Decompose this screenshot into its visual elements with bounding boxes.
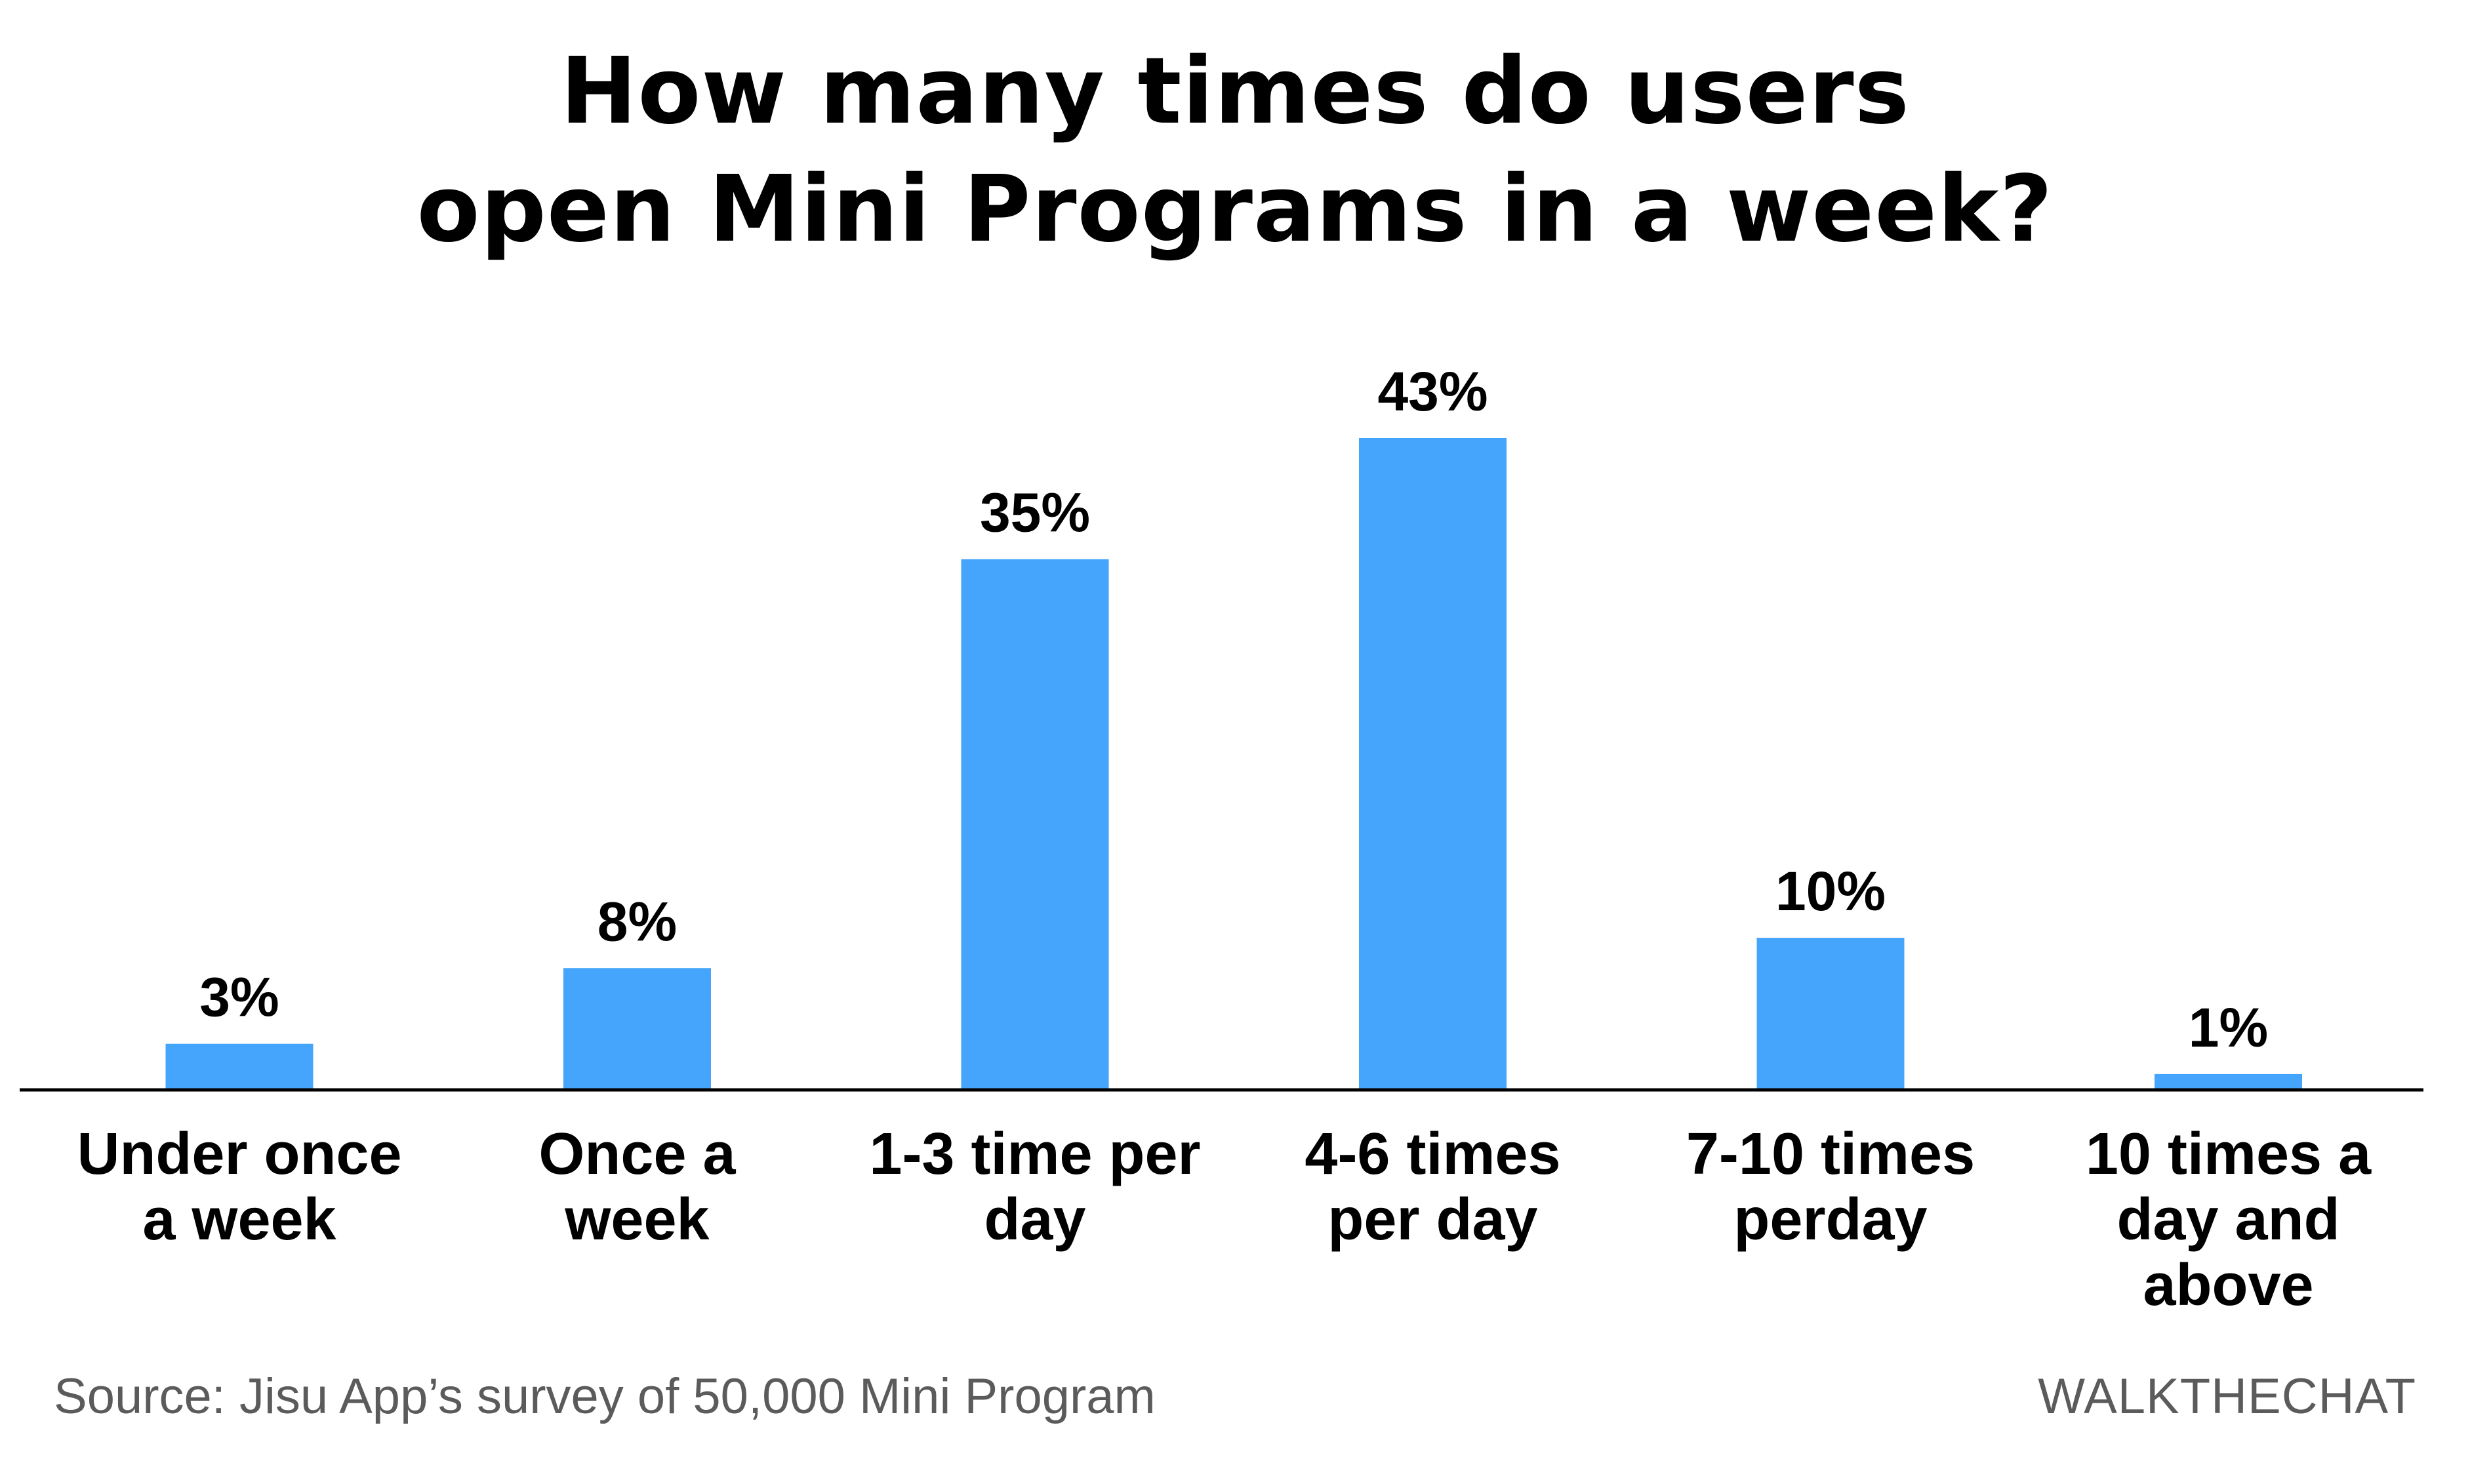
bar: [1756, 938, 1905, 1089]
category-label: 10 times a day and above: [2086, 1121, 2372, 1318]
data-label: 1%: [2189, 997, 2268, 1058]
chart-title-line-1: How many times do users: [560, 38, 1910, 145]
data-label: 8%: [597, 891, 677, 952]
category-label: 1-3 time per day: [869, 1121, 1200, 1253]
bar: [2155, 1073, 2302, 1089]
chart-title-line-2: open Mini Programs in a week?: [416, 156, 2054, 263]
category-label: Under once a week: [77, 1121, 401, 1253]
brand-logo: WALKTHECHAT: [2038, 1369, 2416, 1424]
data-label: 43%: [1377, 361, 1488, 422]
source-note: Source: Jisu App’s survey of 50,000 Mini…: [54, 1369, 1156, 1424]
bar: [165, 1043, 314, 1089]
data-label: 3%: [199, 967, 279, 1028]
data-label: 10%: [1775, 860, 1886, 922]
bar: [961, 559, 1109, 1089]
category-label: 4-6 times per day: [1305, 1121, 1560, 1253]
bar: [1359, 438, 1507, 1089]
bar: [563, 968, 711, 1089]
category-label: 7-10 times perday: [1686, 1121, 1975, 1253]
category-label: Once a week: [538, 1121, 736, 1253]
data-label: 35%: [980, 482, 1090, 544]
